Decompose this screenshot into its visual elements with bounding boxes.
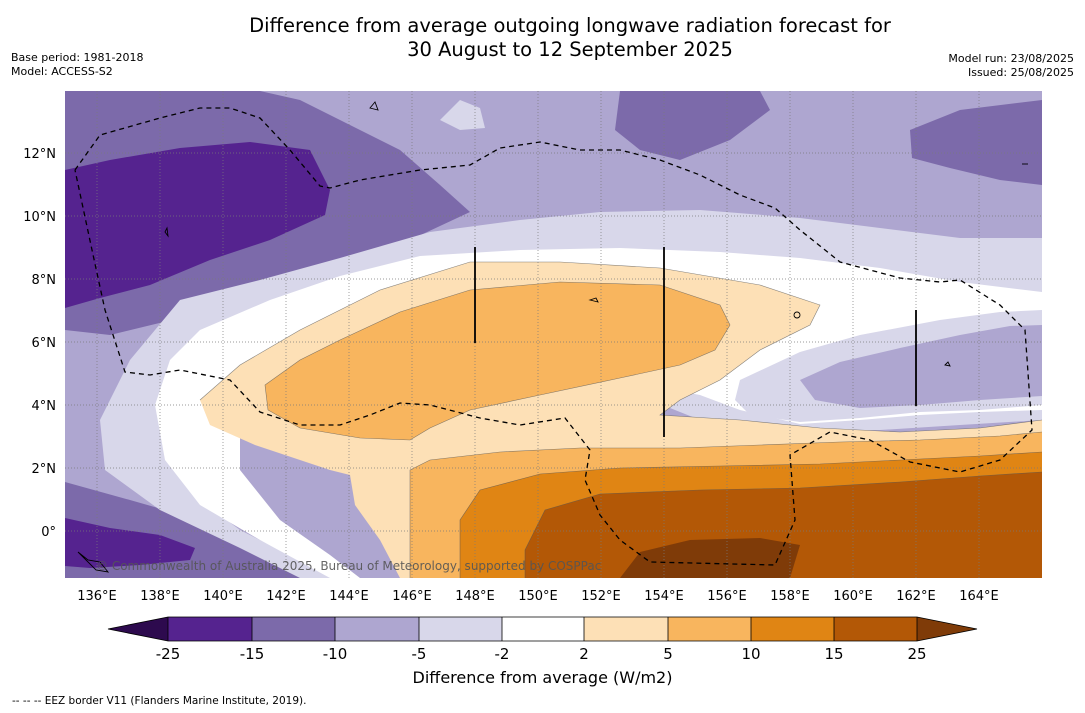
map-title: Difference from average outgoing longwav… xyxy=(170,14,970,62)
y-tick: 4°N xyxy=(32,399,57,414)
y-tick: 6°N xyxy=(32,336,57,351)
x-tick: 138°E xyxy=(140,589,180,604)
x-tick: 142°E xyxy=(266,589,306,604)
x-tick: 136°E xyxy=(77,589,117,604)
x-axis: 136°E 138°E 140°E 142°E 144°E 146°E 148°… xyxy=(77,589,999,604)
colorbar-segment xyxy=(419,617,502,641)
colorbar-high-arrow xyxy=(917,617,977,641)
colorbar-tick: 2 xyxy=(579,645,589,663)
contour-lines xyxy=(199,261,1042,578)
island-chain-marks xyxy=(474,247,917,437)
y-axis: 12°N 10°N 8°N 6°N 4°N 2°N 0° xyxy=(23,147,56,540)
colorbar-title: Difference from average (W/m2) xyxy=(412,668,673,687)
fill-neg5-neg2-patch xyxy=(440,100,485,130)
colorbar-segment xyxy=(834,617,917,641)
x-tick: 164°E xyxy=(959,589,999,604)
colorbar-segment xyxy=(751,617,834,641)
fill-neg25-neg15-west xyxy=(65,142,330,308)
x-tick: 152°E xyxy=(581,589,621,604)
colorbar-segment xyxy=(252,617,335,641)
islands xyxy=(77,101,1028,573)
x-tick: 158°E xyxy=(770,589,810,604)
title-line-2: 30 August to 12 September 2025 xyxy=(407,38,733,61)
issued-date: Issued: 25/08/2025 xyxy=(967,66,1074,79)
colorbar-tick: -15 xyxy=(240,645,265,663)
colorbar-tick: -10 xyxy=(323,645,348,663)
colorbar-tick: 10 xyxy=(741,645,760,663)
colorbar-tick: -25 xyxy=(156,645,181,663)
y-tick: 10°N xyxy=(23,210,56,225)
base-period: Base period: 1981-2018 xyxy=(11,51,144,64)
x-tick: 156°E xyxy=(707,589,747,604)
colorbar-tick: 15 xyxy=(824,645,843,663)
x-tick: 162°E xyxy=(896,589,936,604)
colorbar-tick: 5 xyxy=(663,645,673,663)
fill-above-25 xyxy=(620,538,800,578)
colorbar-segment xyxy=(584,617,668,641)
y-tick: 12°N xyxy=(23,147,56,162)
copyright-credit: © Commonwealth of Australia 2025, Bureau… xyxy=(96,559,601,573)
fill-neg10-neg5-east xyxy=(800,325,1042,408)
y-tick: 0° xyxy=(41,525,56,540)
colorbar-tick: -5 xyxy=(412,645,427,663)
x-tick: 154°E xyxy=(644,589,684,604)
fill-neg15-neg10-north xyxy=(615,91,770,160)
x-tick: 144°E xyxy=(329,589,369,604)
colorbar-tick: -2 xyxy=(495,645,510,663)
y-tick: 8°N xyxy=(32,273,57,288)
eez-borders xyxy=(74,107,1033,566)
x-tick: 146°E xyxy=(392,589,432,604)
colorbar-segment xyxy=(502,617,584,641)
colorbar-tick: 25 xyxy=(907,645,926,663)
x-tick: 140°E xyxy=(203,589,243,604)
colorbar-segment xyxy=(668,617,751,641)
title-line-1: Difference from average outgoing longwav… xyxy=(249,14,891,37)
colorbar: -25 -15 -10 -5 -2 2 5 10 15 25 xyxy=(107,616,978,663)
x-tick: 150°E xyxy=(518,589,558,604)
colorbar-segment xyxy=(335,617,419,641)
x-tick: 148°E xyxy=(455,589,495,604)
colorbar-low-arrow xyxy=(108,617,168,641)
x-tick: 160°E xyxy=(833,589,873,604)
model-name: Model: ACCESS-S2 xyxy=(11,65,113,78)
model-run: Model run: 23/08/2025 xyxy=(948,52,1074,65)
model-info: Base period: 1981-2018 Model: ACCESS-S2 xyxy=(11,51,143,79)
fill-neg25-neg15-southwest xyxy=(65,518,195,568)
fill-pos5-pos10-north xyxy=(265,282,730,440)
colorbar-segment xyxy=(168,617,252,641)
eez-legend: -- -- -- EEZ border V11 (Flanders Marine… xyxy=(12,695,307,707)
y-tick: 2°N xyxy=(32,462,57,477)
anomaly-field xyxy=(65,91,1042,578)
fill-neg15-neg10-northeast xyxy=(910,100,1042,185)
run-info: Model run: 23/08/2025 Issued: 25/08/2025 xyxy=(948,52,1074,80)
